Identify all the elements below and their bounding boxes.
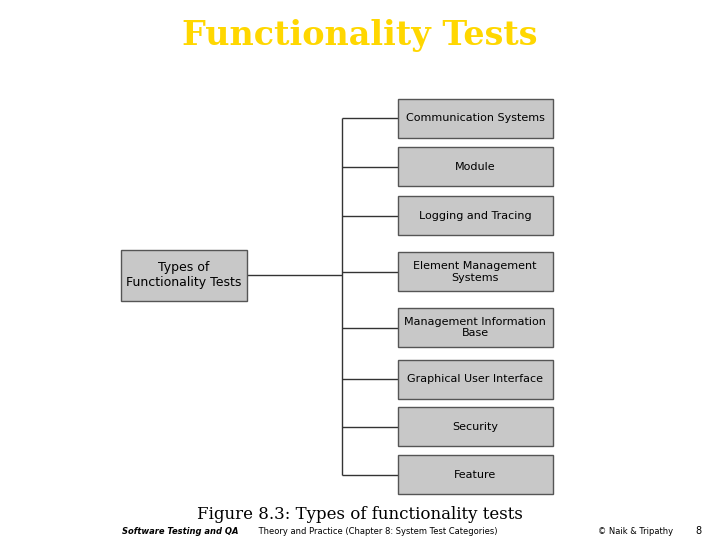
FancyBboxPatch shape <box>397 360 553 399</box>
FancyBboxPatch shape <box>397 99 553 138</box>
FancyBboxPatch shape <box>397 147 553 186</box>
FancyBboxPatch shape <box>397 308 553 347</box>
Text: Feature: Feature <box>454 470 496 480</box>
Text: Module: Module <box>455 162 495 172</box>
Text: Functionality Tests: Functionality Tests <box>182 18 538 52</box>
FancyBboxPatch shape <box>397 252 553 292</box>
FancyBboxPatch shape <box>397 196 553 235</box>
FancyBboxPatch shape <box>397 407 553 447</box>
Text: Logging and Tracing: Logging and Tracing <box>419 211 531 221</box>
Text: Graphical User Interface: Graphical User Interface <box>408 374 543 384</box>
Text: Figure 8.3: Types of functionality tests: Figure 8.3: Types of functionality tests <box>197 505 523 523</box>
Text: Management Information
Base: Management Information Base <box>404 317 546 339</box>
Text: 8: 8 <box>696 526 702 536</box>
Text: Theory and Practice (Chapter 8: System Test Categories): Theory and Practice (Chapter 8: System T… <box>256 527 497 536</box>
Text: Security: Security <box>452 422 498 432</box>
FancyBboxPatch shape <box>397 455 553 494</box>
Text: Software Testing and QA: Software Testing and QA <box>122 527 239 536</box>
Text: Types of
Functionality Tests: Types of Functionality Tests <box>126 261 241 289</box>
Text: © Naik & Tripathy: © Naik & Tripathy <box>598 527 672 536</box>
FancyBboxPatch shape <box>121 250 246 301</box>
Text: Communication Systems: Communication Systems <box>406 113 544 123</box>
Text: Element Management
Systems: Element Management Systems <box>413 261 537 282</box>
